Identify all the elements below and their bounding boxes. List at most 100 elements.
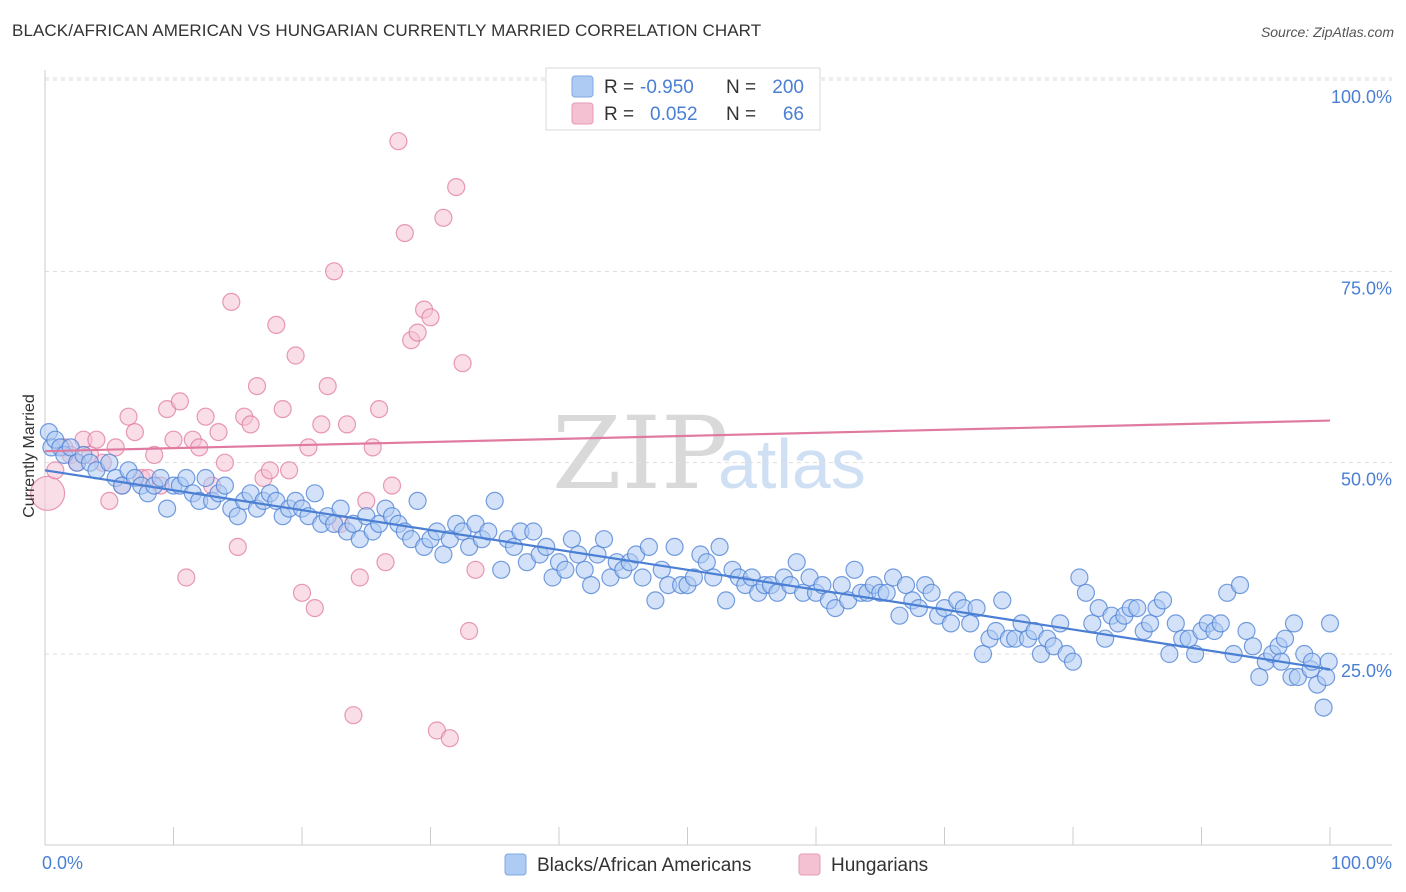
bottom-legend-swatch-blue bbox=[504, 853, 527, 876]
point-pink-9 bbox=[100, 491, 119, 510]
point-pink-54 bbox=[389, 132, 408, 151]
point-blue-193 bbox=[1275, 629, 1295, 648]
legend: R = -0.950 N = 200 R = 0.052 N = 66 bbox=[545, 67, 821, 131]
point-pink-32 bbox=[247, 377, 267, 396]
point-pink-49 bbox=[357, 491, 376, 510]
point-blue-81 bbox=[556, 560, 575, 579]
point-blue-163 bbox=[1083, 614, 1102, 633]
point-blue-42 bbox=[305, 484, 324, 503]
point-blue-70 bbox=[485, 491, 504, 510]
legend-r-label-2: R = bbox=[604, 104, 634, 125]
axes bbox=[44, 70, 1392, 846]
point-blue-138 bbox=[922, 583, 941, 602]
point-pink-63 bbox=[447, 178, 466, 197]
point-blue-58 bbox=[408, 491, 427, 510]
point-blue-98 bbox=[665, 537, 684, 557]
point-blue-175 bbox=[1160, 644, 1179, 664]
legend-swatch-pink bbox=[571, 102, 594, 125]
point-blue-25 bbox=[196, 468, 215, 488]
legend-n-label-2: N = bbox=[726, 104, 756, 125]
legend-n-value-2: 66 bbox=[783, 104, 804, 125]
trend-line-blue bbox=[44, 469, 1331, 671]
point-pink-55 bbox=[395, 224, 414, 243]
point-pink-29 bbox=[228, 537, 247, 557]
x-tick-label-max: 100.0% bbox=[1331, 853, 1392, 873]
x-tick-label-min: 0.0% bbox=[42, 853, 83, 873]
bottom-legend-swatch-pink bbox=[798, 853, 821, 876]
watermark-zip: ZIP bbox=[552, 395, 728, 512]
point-blue-145 bbox=[967, 598, 986, 618]
grid-lines bbox=[45, 77, 1392, 655]
point-blue-104 bbox=[704, 568, 723, 587]
point-pink-62 bbox=[440, 729, 459, 748]
point-blue-136 bbox=[909, 598, 928, 618]
point-blue-170 bbox=[1128, 598, 1147, 618]
point-blue-183 bbox=[1211, 614, 1230, 633]
legend-r-label-1: R = bbox=[604, 77, 634, 98]
point-pink-37 bbox=[280, 461, 299, 480]
point-blue-199 bbox=[1314, 698, 1333, 717]
point-blue-174 bbox=[1153, 591, 1173, 610]
point-blue-117 bbox=[787, 553, 806, 572]
point-blue-105 bbox=[710, 537, 729, 557]
point-blue-189 bbox=[1250, 667, 1269, 687]
point-pink-42 bbox=[312, 415, 331, 434]
point-pink-44 bbox=[325, 262, 344, 281]
y-axis-tick-labels: 100.0% 75.0% 50.0% 25.0% bbox=[1331, 87, 1392, 681]
point-blue-200 bbox=[1284, 614, 1304, 633]
point-blue-19 bbox=[158, 499, 177, 518]
point-pink-51 bbox=[370, 400, 389, 419]
point-blue-76 bbox=[524, 522, 543, 541]
point-pink-53 bbox=[382, 476, 402, 495]
point-pink-47 bbox=[344, 706, 363, 725]
point-blue-101 bbox=[684, 568, 704, 587]
legend-r-value-2: 0.052 bbox=[650, 104, 698, 125]
legend-swatch-blue bbox=[571, 75, 594, 98]
point-pink-10 bbox=[106, 438, 125, 457]
series-hungarians bbox=[29, 132, 485, 748]
point-pink-16 bbox=[145, 445, 164, 465]
point-pink-66 bbox=[466, 560, 485, 579]
point-blue-187 bbox=[1237, 621, 1256, 641]
point-blue-95 bbox=[646, 591, 665, 610]
point-blue-124 bbox=[832, 575, 851, 595]
legend-n-value-1: 200 bbox=[772, 77, 804, 98]
point-blue-141 bbox=[941, 614, 961, 633]
point-pink-12 bbox=[119, 407, 138, 426]
point-pink-43 bbox=[318, 377, 337, 396]
point-pink-26 bbox=[209, 423, 228, 442]
point-blue-82 bbox=[562, 530, 582, 549]
point-blue-202 bbox=[1316, 667, 1336, 687]
point-blue-146 bbox=[973, 644, 993, 664]
point-blue-106 bbox=[716, 591, 736, 610]
point-pink-48 bbox=[350, 568, 369, 587]
bottom-legend-label-pink: Hungarians bbox=[831, 855, 928, 876]
point-blue-161 bbox=[1070, 568, 1089, 587]
point-blue-134 bbox=[896, 575, 916, 595]
point-blue-162 bbox=[1076, 583, 1096, 602]
point-blue-176 bbox=[1166, 614, 1185, 633]
point-pink-0 bbox=[29, 475, 66, 511]
point-pink-34 bbox=[260, 461, 279, 480]
point-pink-24 bbox=[196, 407, 215, 426]
legend-r-value-1: -0.950 bbox=[640, 77, 694, 98]
point-pink-19 bbox=[164, 430, 183, 449]
point-pink-28 bbox=[222, 292, 241, 311]
source-label: Source: ZipAtlas.com bbox=[1260, 24, 1394, 40]
point-blue-172 bbox=[1140, 614, 1160, 633]
point-blue-133 bbox=[890, 606, 909, 625]
point-pink-50 bbox=[363, 438, 382, 457]
point-pink-20 bbox=[170, 392, 189, 411]
point-blue-62 bbox=[434, 545, 453, 564]
point-blue-204 bbox=[1320, 614, 1340, 633]
point-pink-52 bbox=[376, 553, 395, 572]
series-blacks bbox=[39, 423, 1340, 717]
x-axis-ticks bbox=[44, 827, 1331, 845]
point-pink-35 bbox=[267, 315, 286, 334]
point-pink-31 bbox=[241, 415, 260, 434]
point-blue-93 bbox=[633, 568, 652, 587]
point-pink-61 bbox=[434, 208, 453, 227]
point-pink-59 bbox=[421, 308, 440, 327]
y-tick-label-50: 50.0% bbox=[1341, 470, 1392, 490]
